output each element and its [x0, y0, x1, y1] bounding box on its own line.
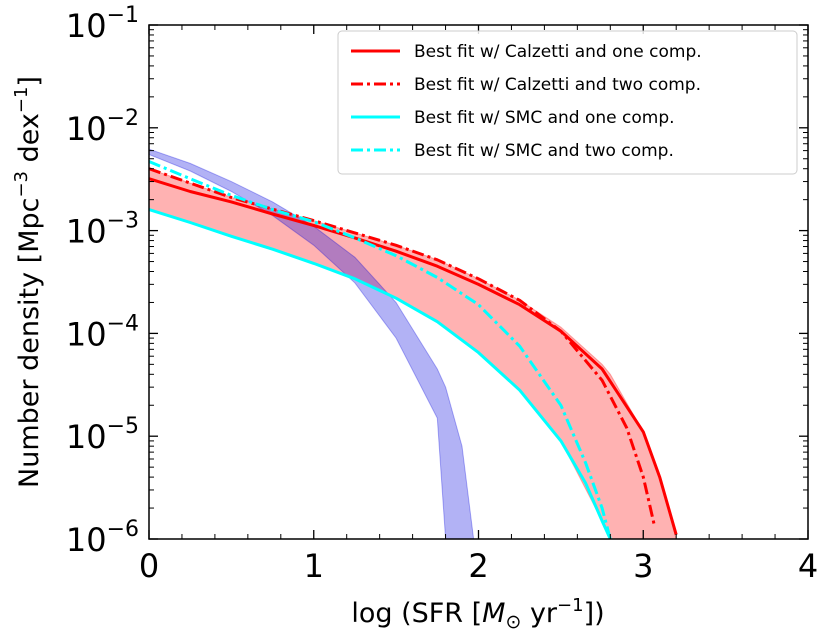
x-tick-label: 0 — [139, 547, 159, 585]
x-tick-label: 1 — [304, 547, 324, 585]
legend-label-1: Best fit w/ Calzetti and one comp. — [414, 42, 702, 62]
series-line-2 — [149, 167, 657, 528]
legend-label-4: Best fit w/ SMC and two comp. — [414, 141, 674, 161]
legend-label-2: Best fit w/ Calzetti and two comp. — [414, 75, 701, 95]
x-tick-label: 2 — [468, 547, 488, 585]
y-tick-label: 10−3 — [66, 209, 139, 251]
ticks-layer — [148, 24, 809, 540]
tick-labels-layer: 0 1 2 3 4 10−6 10−5 10−4 10−3 10−2 10−1 — [66, 3, 818, 585]
lines-layer — [149, 160, 678, 539]
legend-box — [337, 30, 798, 175]
x-axis-label: log (SFR [M⊙ yr−1]) — [351, 595, 604, 633]
y-axis-label: Number density [Mpc−3 dex−1] — [11, 76, 45, 488]
y-tick-label: 10−2 — [66, 106, 139, 148]
y-tick-label: 10−1 — [66, 3, 139, 45]
series-line-4 — [149, 160, 612, 539]
x-tick-label: 4 — [798, 547, 818, 585]
legend-label-3: Best fit w/ SMC and one comp. — [414, 108, 675, 128]
y-tick-label: 10−5 — [66, 414, 139, 456]
x-tick-label: 3 — [633, 547, 653, 585]
series-line-3 — [149, 208, 612, 539]
legend: Best fit w/ Calzetti and one comp. Best f… — [337, 30, 798, 175]
series-line-1 — [149, 177, 678, 536]
y-tick-label: 10−4 — [66, 311, 139, 353]
y-tick-label: 10−6 — [66, 517, 139, 559]
